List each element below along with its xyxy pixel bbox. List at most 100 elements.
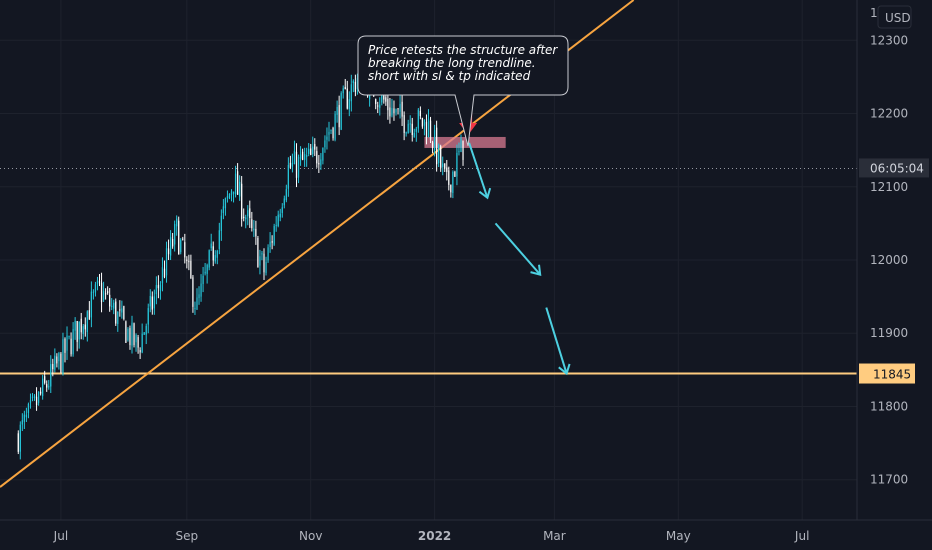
candle-body — [147, 308, 149, 325]
projected-path-segment[interactable] — [545, 307, 568, 374]
candle-body — [271, 241, 273, 243]
candle-body — [94, 284, 97, 293]
candle-body — [448, 170, 450, 185]
candle-body — [450, 184, 452, 193]
candle-body — [314, 144, 316, 150]
candle-body — [375, 99, 377, 104]
candle-body — [222, 206, 225, 213]
candle-body — [417, 109, 419, 129]
candle-body — [405, 132, 407, 134]
candle-body — [279, 213, 281, 218]
candle-body — [330, 129, 332, 132]
candle-body — [236, 171, 239, 195]
candle-body — [257, 237, 259, 268]
resistance-zone[interactable] — [424, 136, 506, 148]
candle-body — [299, 154, 302, 159]
candle-body — [415, 128, 417, 132]
candle-body — [60, 353, 62, 373]
candle-body — [42, 378, 44, 397]
candle-body — [263, 253, 265, 273]
currency-badge[interactable] — [877, 5, 912, 29]
candle-body — [295, 151, 298, 178]
candle-body — [411, 123, 413, 136]
candle-body — [163, 268, 166, 278]
projected-path-arrowhead — [558, 363, 571, 376]
price-tick-label: 11700 — [870, 473, 908, 487]
candle-body — [312, 146, 314, 155]
candle-body — [145, 326, 147, 335]
candle-body — [334, 113, 336, 140]
candle-body — [48, 386, 50, 388]
candle-body — [92, 291, 95, 293]
candle-body — [324, 140, 326, 148]
candle-body — [117, 311, 119, 324]
candle-body — [44, 376, 46, 383]
candle-body — [401, 101, 403, 117]
candle-body — [419, 110, 422, 117]
candle-body — [429, 120, 432, 140]
candle-body — [342, 88, 344, 94]
annotation-callout-box[interactable] — [357, 35, 569, 147]
candle-body — [389, 107, 391, 117]
candle-body — [261, 253, 263, 255]
candle-body — [452, 171, 454, 193]
candle-body — [243, 216, 245, 219]
candle-body — [84, 324, 86, 330]
candle-body — [442, 163, 444, 167]
candle-body — [377, 105, 379, 107]
candle-body — [155, 285, 158, 295]
candle-body — [54, 355, 56, 370]
candle-body — [395, 108, 397, 113]
candle-body — [224, 198, 227, 209]
candle-body — [37, 391, 40, 403]
candle-body — [356, 78, 359, 90]
candle-body — [352, 80, 354, 84]
candle-body — [232, 191, 235, 194]
candle-body — [435, 127, 438, 165]
candle-body — [289, 162, 292, 168]
candle-body — [104, 293, 107, 295]
time-tick-label: Sep — [176, 529, 199, 543]
price-tick-label: 11800 — [870, 399, 908, 413]
candle-body — [88, 310, 90, 320]
candle-body — [338, 105, 340, 128]
candle-body — [180, 239, 182, 253]
annotation-line-1: Price retests the structure after — [368, 43, 558, 57]
candle-body — [293, 150, 296, 164]
candle-body — [253, 228, 255, 231]
projected-path-segment[interactable] — [468, 142, 489, 199]
candle-body — [161, 267, 164, 284]
candle-body — [462, 140, 464, 160]
candle-body — [125, 321, 127, 343]
candle-body — [318, 162, 320, 165]
candle-body — [308, 148, 310, 154]
candle-body — [379, 104, 381, 108]
candle-body — [182, 238, 184, 240]
countdown-tag — [859, 158, 929, 178]
candle-body — [31, 396, 34, 398]
level-price-label: 11845 — [873, 368, 911, 382]
candle-body — [135, 334, 137, 343]
candle-body — [413, 132, 415, 138]
candle-body — [234, 173, 237, 195]
candle-body — [285, 189, 287, 201]
candle-body — [129, 328, 131, 346]
projected-path-arrowhead — [478, 187, 492, 200]
candle-body — [119, 309, 121, 311]
candle-body — [131, 322, 133, 346]
candle-body — [66, 335, 68, 351]
candle-body — [446, 167, 448, 172]
projected-path-segment[interactable] — [494, 222, 541, 276]
drawings-layer — [459, 111, 571, 376]
candle-body — [21, 420, 23, 425]
candle-body — [171, 238, 174, 247]
candle-body — [115, 301, 117, 324]
candle-body — [322, 148, 324, 161]
candle-body — [39, 391, 42, 394]
candle-body — [381, 92, 383, 103]
candle-body — [427, 118, 430, 137]
candle-body — [167, 248, 170, 255]
candle-body — [226, 196, 229, 199]
